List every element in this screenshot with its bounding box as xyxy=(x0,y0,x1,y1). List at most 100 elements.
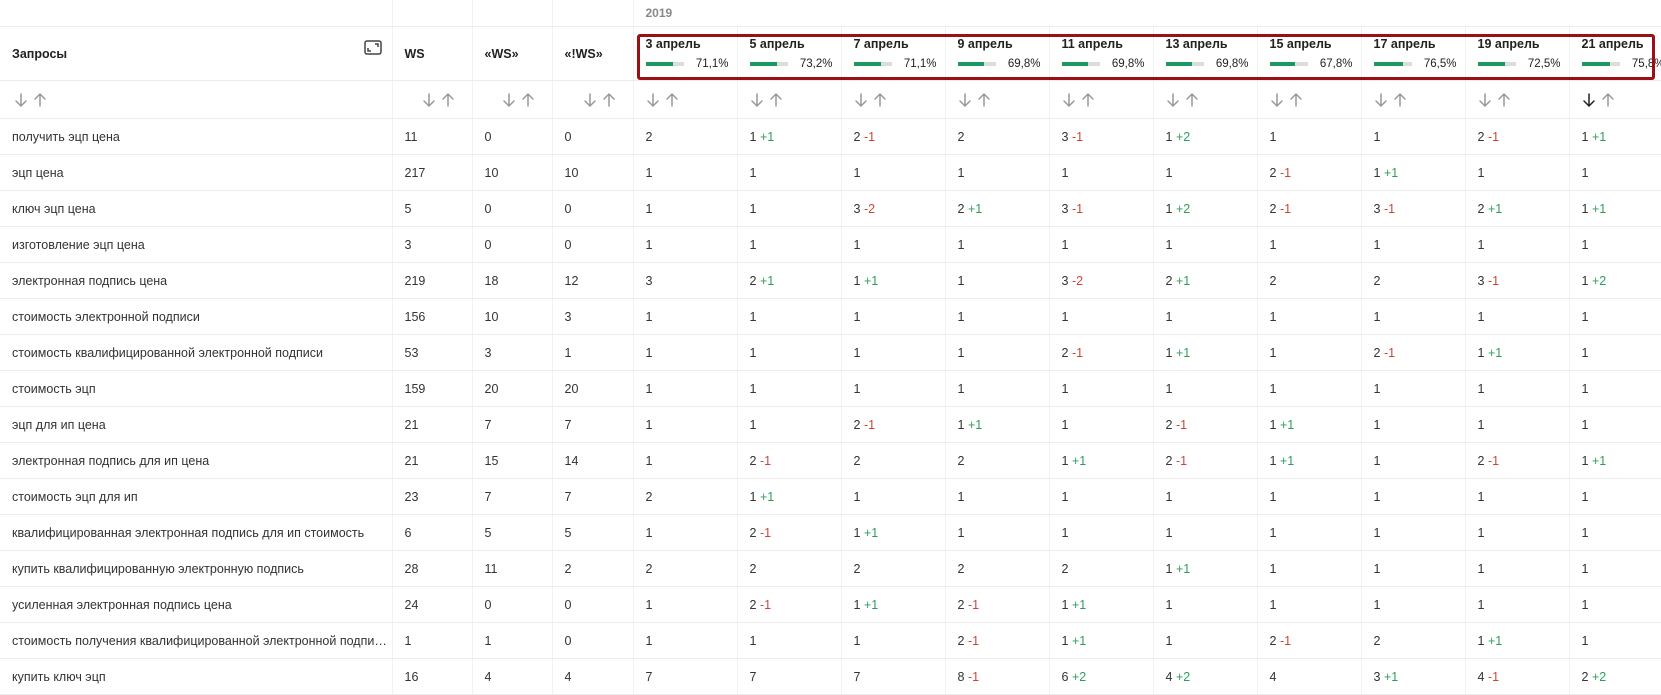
position-change: -1 xyxy=(864,418,875,432)
position-cell: 1 xyxy=(737,407,841,443)
position: 1 xyxy=(1270,418,1277,432)
position-cell: 1 xyxy=(1257,335,1361,371)
position-cell: 1 +2 xyxy=(1153,191,1257,227)
position-cell: 1 xyxy=(1361,515,1465,551)
position-cell: 1 xyxy=(945,155,1049,191)
position-cell: 1 +1 xyxy=(841,263,945,299)
position: 1 xyxy=(1270,130,1277,144)
position: 1 xyxy=(1062,598,1069,612)
position-cell: 7 xyxy=(737,659,841,695)
sort-icons[interactable] xyxy=(750,91,790,109)
position-cell: 1 +1 xyxy=(1049,623,1153,659)
position-cell: 1 xyxy=(1361,407,1465,443)
sort-icons[interactable] xyxy=(1166,91,1206,109)
position-cell: 3 +1 xyxy=(1361,659,1465,695)
position-cell: 1 xyxy=(945,263,1049,299)
ws-cell: 217 xyxy=(392,155,472,191)
position-cell: 2 xyxy=(737,551,841,587)
position: 1 xyxy=(1166,382,1173,396)
position: 1 xyxy=(1166,634,1173,648)
position-change: +2 xyxy=(1592,274,1606,288)
position-cell: 1 xyxy=(1569,155,1661,191)
position: 1 xyxy=(1166,598,1173,612)
position-cell: 2 xyxy=(945,443,1049,479)
position-cell: 2 xyxy=(633,551,737,587)
position: 1 xyxy=(750,490,757,504)
sort-icons[interactable] xyxy=(14,91,54,109)
sort-icons[interactable] xyxy=(1270,91,1310,109)
position-change: +2 xyxy=(1176,670,1190,684)
position: 2 xyxy=(958,598,965,612)
position: 1 xyxy=(1478,526,1485,540)
position-cell: 2 -1 xyxy=(1257,155,1361,191)
ws-cell: 219 xyxy=(392,263,472,299)
position-cell: 1 xyxy=(1361,299,1465,335)
position: 3 xyxy=(1478,274,1485,288)
position-change: -1 xyxy=(968,634,979,648)
position-cell: 2 -1 xyxy=(841,119,945,155)
header-cell xyxy=(472,0,552,27)
sort-icons[interactable] xyxy=(502,91,542,109)
year-label: 2019 xyxy=(633,0,1661,27)
position-cell: 1 xyxy=(1465,155,1569,191)
position-cell: 2 -1 xyxy=(1465,119,1569,155)
position: 1 xyxy=(1582,238,1589,252)
ws-cell: 12 xyxy=(552,263,633,299)
position-cell: 1 xyxy=(1465,407,1569,443)
position: 1 xyxy=(1582,130,1589,144)
position: 1 xyxy=(1374,562,1381,576)
position-change: +1 xyxy=(760,130,774,144)
position-change: +1 xyxy=(1488,346,1502,360)
sort-icons[interactable] xyxy=(854,91,894,109)
sort-icons[interactable] xyxy=(1374,91,1414,109)
position-cell: 1 xyxy=(841,155,945,191)
ws-cell: 0 xyxy=(552,119,633,155)
position-cell: 1 xyxy=(1465,299,1569,335)
position: 2 xyxy=(1062,562,1069,576)
position: 1 xyxy=(1166,562,1173,576)
sort-icons[interactable] xyxy=(422,91,462,109)
position: 1 xyxy=(854,274,861,288)
ws-cell: 20 xyxy=(472,371,552,407)
ws-cell: 0 xyxy=(472,119,552,155)
position-cell: 2 +1 xyxy=(1153,263,1257,299)
position: 1 xyxy=(1478,166,1485,180)
position: 1 xyxy=(1582,454,1589,468)
ws-cell: 24 xyxy=(392,587,472,623)
position-cell: 2 +1 xyxy=(737,263,841,299)
sort-cell xyxy=(1465,81,1569,119)
sort-icons[interactable] xyxy=(958,91,998,109)
position-cell: 2 -1 xyxy=(1257,623,1361,659)
ws-cell: 5 xyxy=(392,191,472,227)
sort-icons[interactable] xyxy=(646,91,686,109)
position-cell: 1 +1 xyxy=(737,119,841,155)
position: 2 xyxy=(750,454,757,468)
data-row: стоимость получения квалифицированной эл… xyxy=(0,623,1661,659)
position-cell: 1 xyxy=(1257,515,1361,551)
sort-icons[interactable] xyxy=(1478,91,1518,109)
position: 1 xyxy=(646,454,653,468)
position: 7 xyxy=(750,670,757,684)
expand-icon[interactable] xyxy=(364,40,382,55)
position-cell: 1 xyxy=(1153,371,1257,407)
sort-icons[interactable] xyxy=(1062,91,1102,109)
position-change: -1 xyxy=(1176,454,1187,468)
sort-icons[interactable] xyxy=(583,91,623,109)
sort-icons[interactable] xyxy=(1582,91,1622,109)
position-cell: 2 xyxy=(1361,263,1465,299)
position: 1 xyxy=(958,310,965,324)
position: 2 xyxy=(1374,274,1381,288)
position-cell: 3 -1 xyxy=(1049,191,1153,227)
position: 1 xyxy=(750,346,757,360)
ws-cell: 16 xyxy=(392,659,472,695)
position-change: +1 xyxy=(864,274,878,288)
position-cell: 1 xyxy=(1361,371,1465,407)
position-change: -1 xyxy=(1176,418,1187,432)
position: 1 xyxy=(1374,166,1381,180)
ws-cell: 15 xyxy=(472,443,552,479)
query-cell: эцп для ип цена xyxy=(0,407,392,443)
